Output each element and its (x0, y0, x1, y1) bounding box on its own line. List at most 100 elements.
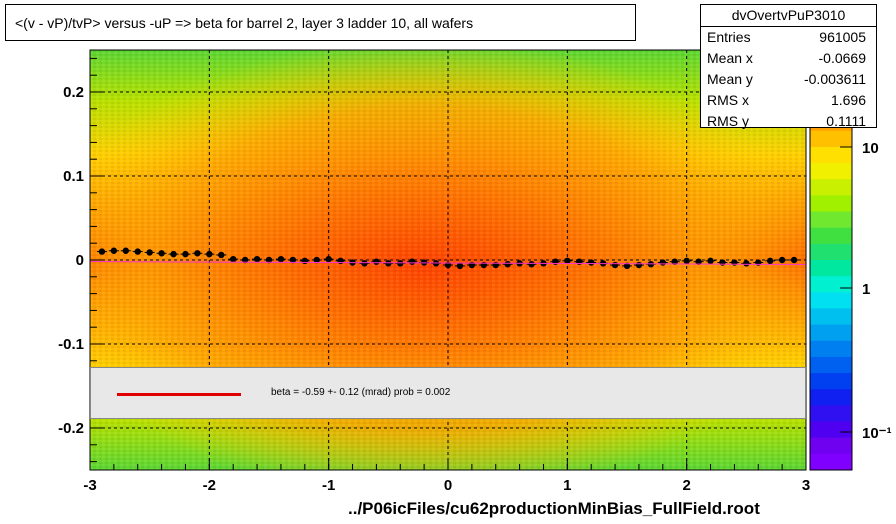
stats-value: 0.1111 (826, 113, 866, 129)
profile-point (564, 257, 571, 265)
stats-row: Mean y -0.003611 (701, 69, 876, 90)
profile-point (170, 250, 177, 258)
palette-swatch (810, 211, 852, 229)
profile-point (671, 258, 678, 265)
profile-point (528, 261, 535, 268)
palette-swatch (810, 130, 852, 148)
palette-swatch (810, 292, 852, 309)
stats-row: RMS y 0.1111 (701, 111, 876, 132)
palette-swatch (810, 260, 852, 277)
chart-title: <(v - vP)/tvP> versus -uP => beta for ba… (5, 4, 636, 41)
palette-swatch (810, 146, 852, 164)
stats-row: Mean x -0.0669 (701, 48, 876, 69)
color-palette-ticks: 10 1 10⁻¹ (840, 140, 892, 442)
profile-point (778, 256, 786, 264)
fit-line (89, 261, 807, 266)
palette-swatch (810, 389, 852, 406)
palette-swatch (810, 308, 852, 326)
profile-point (659, 259, 666, 266)
profile-point (695, 258, 702, 265)
profile-point (743, 260, 750, 267)
profile-point (134, 248, 141, 255)
profile-point (456, 262, 464, 270)
x-axis: -3 -2 -1 0 1 2 3 (83, 458, 810, 494)
profile-point (707, 257, 714, 265)
palette-tick-label: 10⁻¹ (862, 425, 892, 442)
profile-point (623, 262, 631, 270)
profile-point (122, 247, 129, 254)
palette-tick-label: 10 (862, 140, 879, 157)
palette-swatch (810, 276, 852, 293)
profile-point (504, 261, 511, 268)
palette-swatch (810, 356, 852, 374)
profile-point (409, 258, 416, 265)
profile-point (301, 257, 308, 265)
stats-label: Entries (707, 29, 751, 45)
profile-point (385, 260, 392, 267)
y-tick-label: -0.1 (58, 336, 84, 353)
profile-point (265, 256, 273, 264)
stats-label: Mean y (707, 71, 753, 87)
profile-point (373, 258, 380, 265)
profile-point (719, 259, 726, 266)
x-tick-label: 2 (682, 477, 690, 494)
profile-point (731, 259, 738, 266)
y-axis: -0.2 -0.1 0 0.1 0.2 (58, 57, 104, 463)
x-tick-label: -2 (203, 477, 216, 494)
profile-point (588, 259, 595, 266)
palette-swatch (810, 373, 852, 390)
y-tick-label: 0.2 (63, 84, 84, 101)
stats-label: Mean x (707, 50, 753, 66)
stats-row: Entries 961005 (701, 27, 876, 48)
palette-swatch (810, 227, 852, 245)
profile-point (158, 250, 165, 257)
palette-swatch (810, 453, 852, 471)
stats-row: RMS x 1.696 (701, 90, 876, 111)
profile-point (241, 256, 249, 264)
stats-label: RMS x (707, 92, 749, 108)
stats-title: dvOvertvPuP3010 (701, 5, 876, 27)
profile-point (790, 256, 798, 264)
profile-point (194, 250, 201, 257)
stats-value: 1.696 (830, 92, 866, 108)
palette-swatch (810, 243, 852, 261)
y-tick-label: 0.1 (63, 168, 84, 185)
profile-point (397, 260, 404, 267)
profile-point (289, 256, 297, 264)
palette-swatch (810, 340, 852, 358)
profile-point (230, 255, 237, 263)
profile-point (683, 257, 690, 265)
footer-filename: ../P06icFiles/cu62productionMinBias_Full… (348, 499, 760, 518)
y-tick-label: 0 (76, 252, 84, 269)
palette-swatch (810, 405, 852, 423)
palette-swatch (810, 179, 852, 196)
profile-point (110, 247, 118, 254)
profile-point (611, 261, 619, 269)
stats-box: dvOvertvPuP3010 Entries 961005 Mean x -0.0… (700, 4, 877, 129)
palette-swatch (810, 195, 852, 213)
y-tick-label: -0.2 (58, 420, 84, 437)
x-tick-label: 1 (563, 477, 571, 494)
palette-tick-label: 1 (862, 281, 870, 298)
fit-legend: beta = -0.59 +- 0.12 (mrad) prob = 0.002 (90, 367, 806, 419)
profile-point (277, 255, 285, 263)
stats-value: -0.0669 (818, 50, 866, 66)
x-tick-label: -3 (83, 477, 96, 494)
palette-swatch (810, 437, 852, 455)
profile-point (98, 248, 106, 255)
profile-point (325, 255, 332, 263)
profile-point (767, 257, 774, 265)
stats-value: 961005 (819, 29, 866, 45)
palette-swatch (810, 163, 852, 180)
fit-legend-line (117, 393, 241, 396)
profile-point (146, 249, 153, 256)
profile-point (182, 250, 189, 258)
profile-point (313, 256, 320, 264)
x-tick-label: -1 (322, 477, 335, 494)
stats-value: -0.003611 (803, 71, 866, 87)
stats-label: RMS y (707, 113, 749, 129)
profile-point (218, 251, 225, 259)
x-tick-label: 0 (444, 477, 452, 494)
fit-legend-text: beta = -0.59 +- 0.12 (mrad) prob = 0.002 (271, 387, 451, 398)
